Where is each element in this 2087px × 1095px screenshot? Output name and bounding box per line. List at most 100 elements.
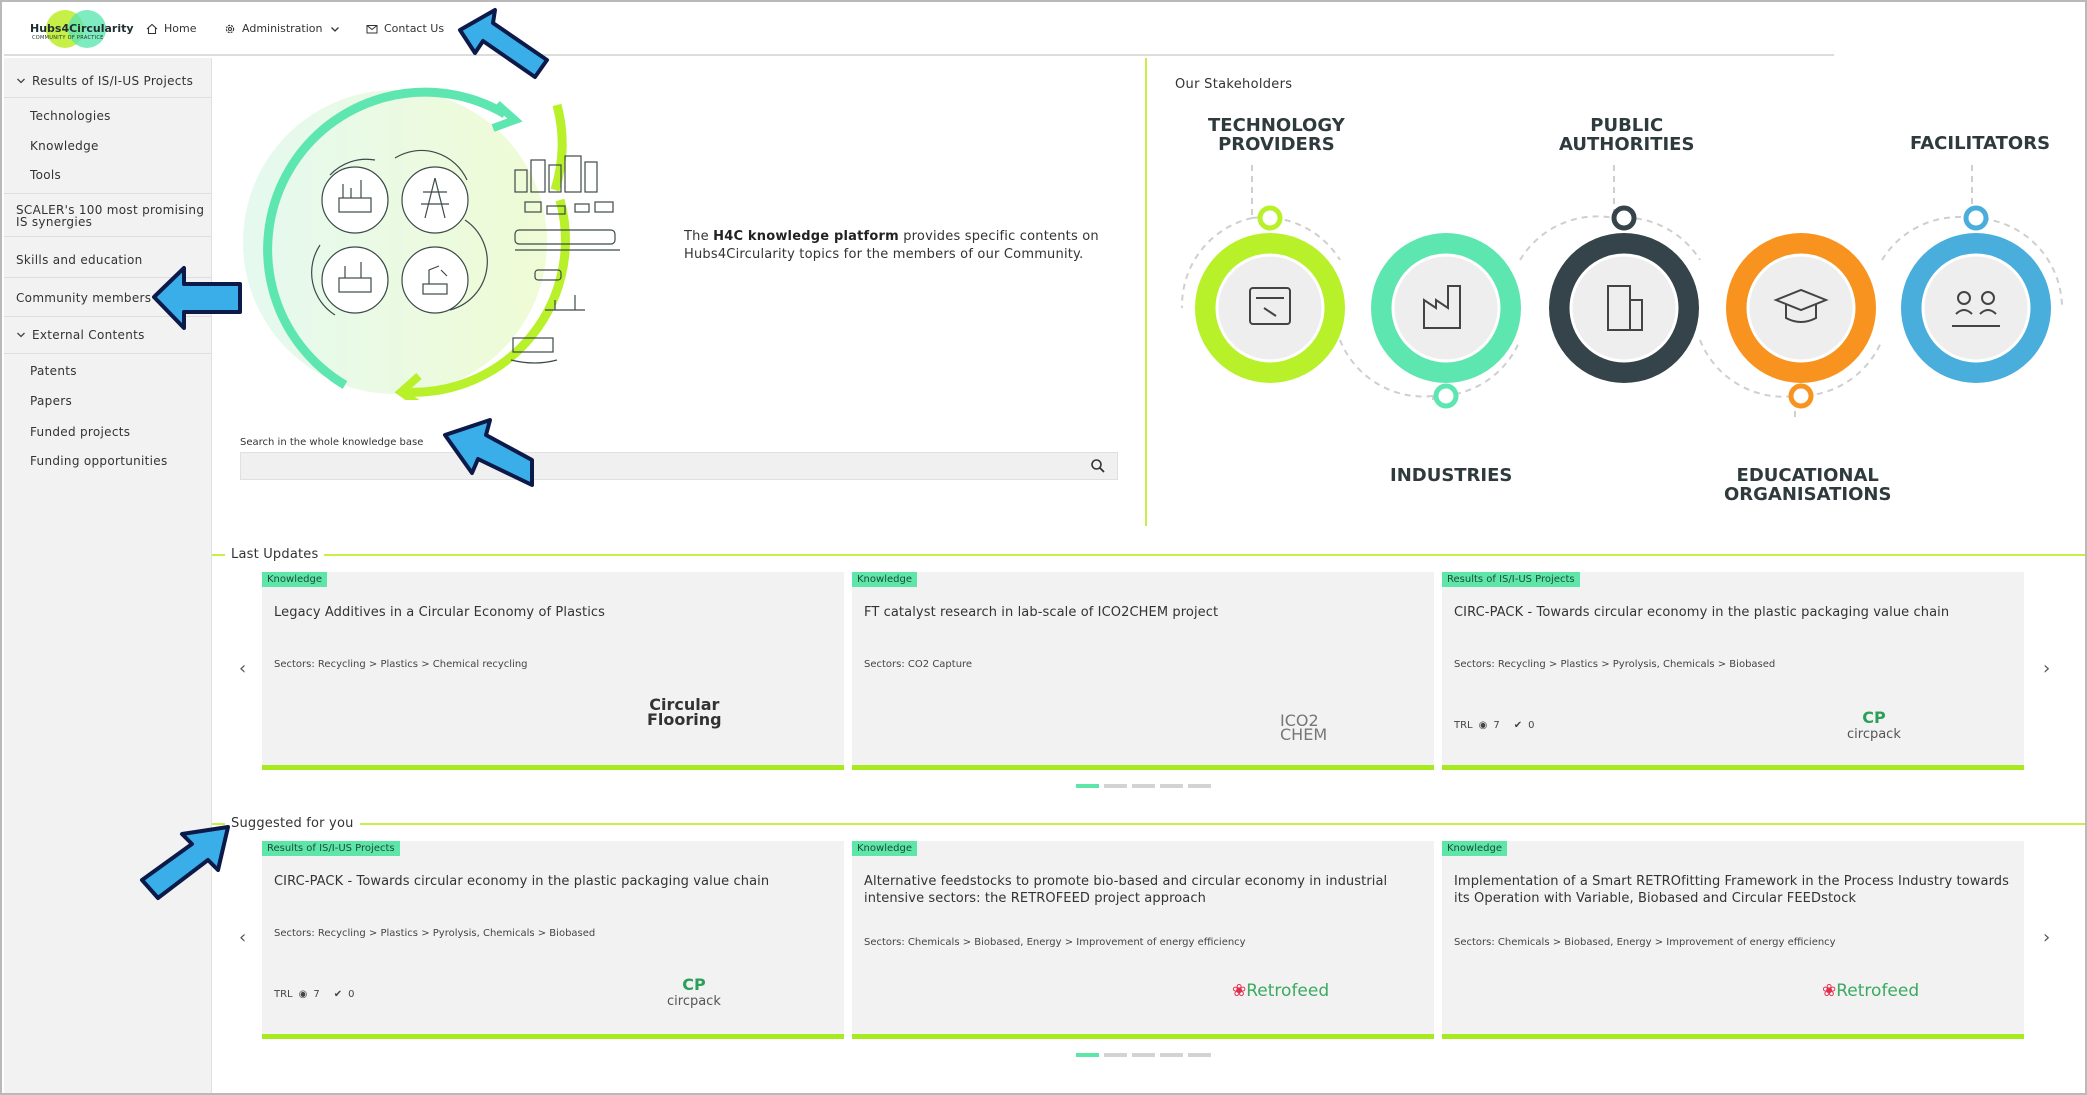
card-sectors-value: Recycling > Plastics > Pyrolysis, Chemic… xyxy=(1497,659,1776,670)
stakeholders-graphic xyxy=(1180,165,2063,420)
logo-circle xyxy=(68,10,106,48)
nav-administration[interactable]: Administration xyxy=(224,22,341,35)
stakeholder-educational-orgs[interactable]: EDUCATIONAL ORGANISATIONS xyxy=(1724,466,1891,504)
stakeholder-public-authorities[interactable]: PUBLIC AUTHORITIES xyxy=(1559,116,1694,154)
carousel-prev-arrow[interactable]: ‹ xyxy=(239,658,247,679)
sidebar-item-scaler-line1: SCALER's 100 most promising xyxy=(16,203,205,217)
sidebar-item-papers[interactable]: Papers xyxy=(30,394,73,408)
sidebar-item-tools[interactable]: Tools xyxy=(30,168,62,182)
card-title: FT catalyst research in lab-scale of ICO… xyxy=(864,605,1219,620)
trl-value: 7 xyxy=(1493,720,1500,731)
carousel-dot[interactable] xyxy=(1076,784,1099,788)
divider xyxy=(4,97,212,98)
logo-line: circpack xyxy=(1847,727,1901,742)
chevron-down-icon xyxy=(17,332,25,338)
circular-economy-illustration xyxy=(243,87,620,400)
check-value: 0 xyxy=(1528,720,1535,731)
sidebar-item-skills[interactable]: Skills and education xyxy=(16,253,143,267)
sidebar-group-results[interactable]: Results of IS/I-US Projects xyxy=(4,74,212,88)
sidebar-item-patents[interactable]: Patents xyxy=(30,364,77,378)
card-sectors-label: Sectors: xyxy=(864,937,905,948)
carousel-dots xyxy=(1076,784,1211,788)
card-sectors: Sectors: Recycling > Plastics > Chemical… xyxy=(274,659,528,670)
card-sectors: Sectors: CO2 Capture xyxy=(864,659,972,670)
retrofeed-icon: ❀ xyxy=(1232,981,1247,1001)
sidebar-item-funding[interactable]: Funding opportunities xyxy=(30,454,168,468)
card-sectors-value: Chemicals > Biobased, Energy > Improveme… xyxy=(1497,937,1836,948)
search-label: Search in the whole knowledge base xyxy=(240,437,424,448)
stakeholder-label-line: PUBLIC xyxy=(1590,115,1664,136)
carousel-dot[interactable] xyxy=(1188,784,1211,788)
card-sectors-label: Sectors: xyxy=(1454,937,1495,948)
logo-name: Hubs4Circularity xyxy=(30,22,134,35)
stakeholder-facilitators[interactable]: FACILITATORS xyxy=(1910,133,2051,154)
home-icon xyxy=(146,23,158,34)
circpack-icon: CP xyxy=(1862,708,1886,727)
card-badge: Results of IS/I-US Projects xyxy=(1442,572,1580,587)
card-title: Alternative feedstocks to promote bio-ba… xyxy=(864,874,1388,906)
logo-tagline: COMMUNITY OF PRACTICE xyxy=(32,35,104,41)
stakeholder-label-line: TECHNOLOGY xyxy=(1208,115,1345,136)
callout-arrow-icon xyxy=(152,266,242,330)
target-icon: ◉ xyxy=(1478,720,1488,731)
stakeholder-label-line: PROVIDERS xyxy=(1218,134,1335,155)
chevron-down-icon xyxy=(330,26,339,32)
sidebar-group-external[interactable]: External Contents xyxy=(4,328,212,342)
divider xyxy=(4,236,212,237)
brand-logo[interactable]: Hubs4Circularity COMMUNITY OF PRACTICE xyxy=(24,10,134,50)
carousel-dot[interactable] xyxy=(1132,1053,1155,1057)
stakeholder-tech-providers[interactable]: TECHNOLOGY PROVIDERS xyxy=(1208,116,1345,154)
stakeholder-label-line: EDUCATIONAL xyxy=(1736,465,1879,486)
carousel-dot[interactable] xyxy=(1188,1053,1211,1057)
nav-home[interactable]: Home xyxy=(146,22,196,35)
retrofeed-icon: ❀ xyxy=(1822,981,1837,1001)
logo-line: circpack xyxy=(667,994,721,1009)
carousel-next-arrow[interactable]: › xyxy=(2043,658,2051,679)
suggested-card[interactable]: Knowledge Implementation of a Smart RETR… xyxy=(1442,841,2024,1039)
search-input[interactable] xyxy=(240,452,1118,480)
carousel-dot[interactable] xyxy=(1160,784,1183,788)
stakeholder-industries[interactable]: INDUSTRIES xyxy=(1390,465,1513,486)
card-title: CIRC-PACK - Towards circular economy in … xyxy=(1454,605,1950,620)
carousel-dot[interactable] xyxy=(1076,1053,1099,1057)
check-icon: ✔ xyxy=(333,989,343,1000)
nav-contact-label: Contact Us xyxy=(384,22,445,35)
card-title: Implementation of a Smart RETROfitting F… xyxy=(1454,874,2010,906)
sidebar-item-community[interactable]: Community members xyxy=(16,291,152,305)
card-sectors-label: Sectors: xyxy=(864,659,905,670)
nav-contact[interactable]: Contact Us xyxy=(366,22,444,35)
sidebar-group-label: External Contents xyxy=(32,328,145,342)
divider xyxy=(4,353,212,354)
card-sectors-value: Recycling > Plastics > Chemical recyclin… xyxy=(317,659,528,670)
callout-arrow-icon xyxy=(458,8,549,79)
card-badge: Knowledge xyxy=(852,841,917,856)
carousel-next-arrow[interactable]: › xyxy=(2043,927,2051,948)
carousel-dot[interactable] xyxy=(1104,1053,1127,1057)
sidebar-item-scaler[interactable]: SCALER's 100 most promising IS synergies xyxy=(4,204,212,228)
update-card[interactable]: Knowledge Legacy Additives in a Circular… xyxy=(262,572,844,770)
hero-description: The H4C knowledge platform provides spec… xyxy=(684,228,1104,264)
carousel-dots xyxy=(1076,1053,1211,1057)
update-card[interactable]: Results of IS/I-US Projects CIRC-PACK - … xyxy=(1442,572,2024,770)
project-logo: ❀Retrofeed xyxy=(1232,981,1329,1001)
hero-text-pre: The xyxy=(684,229,714,244)
sidebar-item-technologies[interactable]: Technologies xyxy=(30,109,111,123)
suggested-card[interactable]: Knowledge Alternative feedstocks to prom… xyxy=(852,841,1434,1039)
sidebar-item-funded[interactable]: Funded projects xyxy=(30,425,131,439)
stakeholders-title: Our Stakeholders xyxy=(1175,77,1293,92)
carousel-dot[interactable] xyxy=(1104,784,1127,788)
carousel-dot[interactable] xyxy=(1132,784,1155,788)
search-icon[interactable] xyxy=(1090,458,1106,474)
carousel-prev-arrow[interactable]: ‹ xyxy=(239,927,247,948)
suggested-card[interactable]: Results of IS/I-US Projects CIRC-PACK - … xyxy=(262,841,844,1039)
divider xyxy=(4,193,212,194)
carousel-dot[interactable] xyxy=(1160,1053,1183,1057)
card-trl: TRL ◉ 7 ✔ 0 xyxy=(274,989,355,1000)
callout-arrow-icon xyxy=(443,418,534,487)
sidebar-item-scaler-line2: IS synergies xyxy=(16,215,93,229)
card-badge: Results of IS/I-US Projects xyxy=(262,841,400,856)
card-sectors: Sectors: Recycling > Plastics > Pyrolysi… xyxy=(1454,659,1775,670)
update-card[interactable]: Knowledge FT catalyst research in lab-sc… xyxy=(852,572,1434,770)
sidebar-item-knowledge[interactable]: Knowledge xyxy=(30,139,99,153)
